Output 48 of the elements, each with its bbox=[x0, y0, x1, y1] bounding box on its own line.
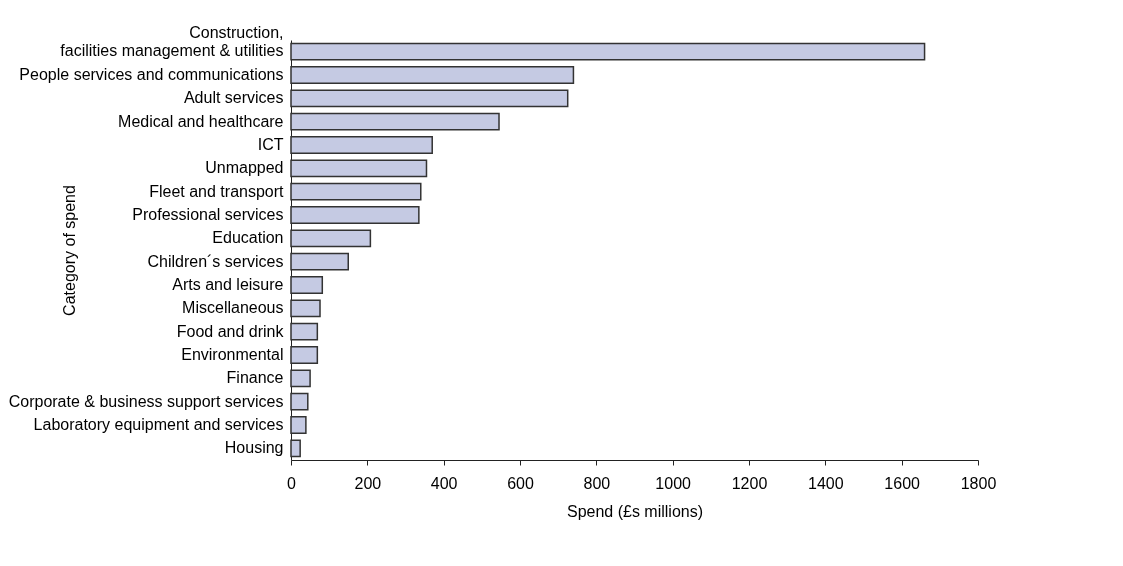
bar bbox=[290, 299, 321, 318]
bar bbox=[290, 112, 500, 131]
y-tick-label: Housing bbox=[224, 439, 284, 457]
x-tick-label: 0 bbox=[287, 474, 297, 492]
y-tick-label: Education bbox=[212, 229, 284, 247]
bar bbox=[290, 416, 307, 434]
x-tick-label: 1200 bbox=[731, 474, 768, 492]
bar bbox=[290, 346, 319, 364]
bar bbox=[290, 42, 926, 61]
y-tick-label: Arts and leisure bbox=[172, 276, 284, 293]
x-tick-label: 800 bbox=[583, 474, 611, 492]
y-tick-label: ICT bbox=[257, 136, 284, 153]
bar bbox=[290, 159, 428, 178]
y-tick-label: Miscellaneous bbox=[182, 299, 284, 317]
y-tick-label: Unmapped bbox=[205, 159, 284, 177]
y-tick-label: Children´s services bbox=[147, 252, 284, 270]
y-axis-title: Category of spend bbox=[60, 185, 78, 316]
bar bbox=[290, 229, 372, 248]
y-tick-label: Professional services bbox=[132, 206, 284, 223]
x-tick-label: 1800 bbox=[960, 474, 997, 492]
y-tick-label: Environmental bbox=[181, 346, 284, 363]
y-tick-label: People services and communications bbox=[19, 66, 284, 83]
bar bbox=[290, 392, 309, 411]
bar bbox=[290, 66, 575, 84]
x-tick-label: 1400 bbox=[808, 474, 844, 492]
y-tick-label: Corporate & business support services bbox=[8, 392, 284, 410]
y-tick-label: Finance bbox=[226, 369, 284, 387]
x-tick-label: 1600 bbox=[884, 474, 921, 492]
bar bbox=[290, 89, 569, 108]
x-tick-label: 400 bbox=[430, 474, 458, 492]
bar bbox=[290, 136, 433, 154]
bar bbox=[290, 322, 319, 341]
x-tick-label: 200 bbox=[354, 474, 382, 492]
bar bbox=[290, 206, 420, 224]
x-tick-label: 1000 bbox=[655, 474, 692, 492]
y-tick-label: Construction, facilities management & utilities bbox=[60, 23, 284, 59]
y-tick-label: Medical and healthcare bbox=[118, 112, 284, 130]
x-axis-title: Spend (£s millions) bbox=[566, 502, 704, 520]
bar bbox=[290, 276, 324, 294]
y-tick-label: Adult services bbox=[183, 89, 284, 107]
x-tick-label: 600 bbox=[507, 474, 534, 492]
y-tick-label: Laboratory equipment and services bbox=[33, 416, 284, 433]
bar bbox=[290, 182, 422, 201]
bar bbox=[290, 439, 301, 458]
bar bbox=[290, 252, 349, 271]
bar bbox=[290, 369, 311, 388]
y-tick-label: Food and drink bbox=[176, 322, 285, 340]
y-tick-label: Fleet and transport bbox=[149, 182, 285, 200]
